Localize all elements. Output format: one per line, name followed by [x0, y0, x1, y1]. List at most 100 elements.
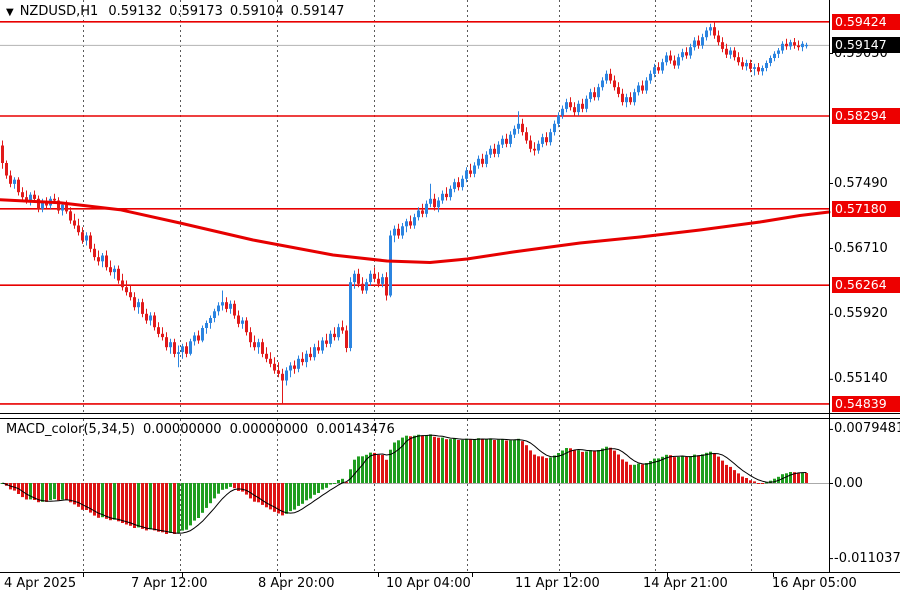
time-label[interactable]: 14 Apr 21:00: [643, 576, 728, 591]
candle-body: [517, 123, 520, 129]
indicator-value-3: 0.00143476: [316, 422, 395, 437]
macd-bar: [733, 470, 736, 483]
candle-body: [117, 268, 120, 281]
candle-body: [637, 85, 640, 93]
candle-body: [705, 30, 708, 38]
time-label[interactable]: 4 Apr 2025: [4, 576, 77, 591]
candle-body: [93, 248, 96, 258]
macd-bar: [293, 483, 296, 510]
candle-body: [229, 303, 232, 309]
macd-bar: [637, 463, 640, 483]
candle-body: [621, 93, 624, 103]
macd-bar: [449, 439, 452, 483]
low-value: 0.59104: [229, 4, 284, 19]
macd-bar: [389, 449, 392, 483]
macd-bar: [109, 483, 112, 521]
candle-body: [73, 220, 76, 226]
macd-bar: [197, 483, 200, 518]
macd-bar: [641, 464, 644, 483]
candle-body: [77, 225, 80, 233]
macd-bar: [577, 450, 580, 483]
price-level-badge: 0.57180: [832, 200, 900, 217]
macd-bar: [205, 483, 208, 508]
macd-bar: [385, 459, 388, 483]
candle-body: [237, 315, 240, 324]
macd-bar: [645, 463, 648, 483]
candle-body: [221, 302, 224, 306]
candle-body: [345, 330, 348, 348]
candle-body: [365, 282, 368, 291]
indicator-name: MACD_color(5,34,5): [6, 422, 135, 437]
macd-bar: [93, 483, 96, 516]
macd-bar: [401, 437, 404, 483]
candle-body: [125, 287, 128, 293]
macd-bar: [633, 464, 636, 483]
macd-bar: [173, 483, 176, 534]
macd-bar: [453, 438, 456, 483]
macd-bar: [133, 483, 136, 528]
macd-bar: [677, 456, 680, 483]
candle-body: [777, 50, 780, 54]
candle-body: [745, 63, 748, 67]
macd-bar: [33, 483, 36, 500]
macd-bar: [285, 483, 288, 514]
candle-body: [9, 175, 12, 184]
candle-body: [381, 277, 384, 284]
symbol-dropdown-arrow-icon[interactable]: ▼: [6, 7, 14, 18]
macd-bar: [241, 483, 244, 492]
candle-body: [53, 198, 56, 201]
candle-body: [241, 320, 244, 324]
candle-body: [697, 40, 700, 46]
macd-bar: [281, 483, 284, 516]
macd-bar: [489, 438, 492, 483]
candle-body: [265, 353, 268, 359]
candle-body: [769, 58, 772, 63]
candle-body: [565, 102, 568, 109]
macd-bar: [545, 458, 548, 483]
candle-body: [425, 203, 428, 214]
candle-body: [377, 278, 380, 284]
macd-bar: [373, 452, 376, 483]
candle-body: [701, 37, 704, 46]
time-label[interactable]: 10 Apr 04:00: [386, 576, 471, 591]
candle-body: [173, 342, 176, 354]
macd-bar: [409, 436, 412, 483]
candle-body: [593, 92, 596, 98]
candle-body: [601, 80, 604, 88]
macd-bar: [509, 440, 512, 483]
price-axis-label: 0.55140: [834, 371, 888, 387]
macd-bar: [729, 466, 732, 483]
candle-body: [669, 55, 672, 61]
macd-bar: [37, 483, 40, 503]
candle-body: [209, 318, 212, 323]
candle-body: [273, 363, 276, 371]
candle-body: [673, 60, 676, 66]
candle-body: [253, 342, 256, 348]
candle-body: [401, 226, 404, 236]
indicator-value-1: 0.00000000: [142, 422, 222, 437]
time-label[interactable]: 8 Apr 20:00: [258, 576, 335, 591]
macd-bar: [473, 439, 476, 483]
moving-average-line[interactable]: [0, 198, 831, 264]
macd-bar: [69, 483, 72, 503]
macd-bar: [61, 483, 64, 500]
time-label[interactable]: 16 Apr 05:00: [772, 576, 857, 591]
candle-body: [13, 179, 16, 184]
candle-body: [69, 211, 72, 221]
candle-body: [181, 346, 184, 353]
candle-body: [773, 53, 776, 58]
time-label[interactable]: 11 Apr 12:00: [515, 576, 600, 591]
macd-bar: [265, 483, 268, 508]
time-label[interactable]: 7 Apr 12:00: [131, 576, 208, 591]
high-value: 0.59173: [169, 4, 223, 19]
macd-bar: [649, 461, 652, 483]
macd-bar: [417, 434, 420, 483]
candle-body: [313, 347, 316, 358]
macd-bar: [425, 435, 428, 483]
indicator-label: MACD_color(5,34,5) 0.00000000 0.00000000 0.…: [6, 422, 403, 437]
macd-axis-label: 0.0079481: [834, 421, 900, 437]
candle-body: [17, 179, 20, 193]
candle-body: [465, 170, 468, 179]
candle-body: [393, 228, 396, 236]
